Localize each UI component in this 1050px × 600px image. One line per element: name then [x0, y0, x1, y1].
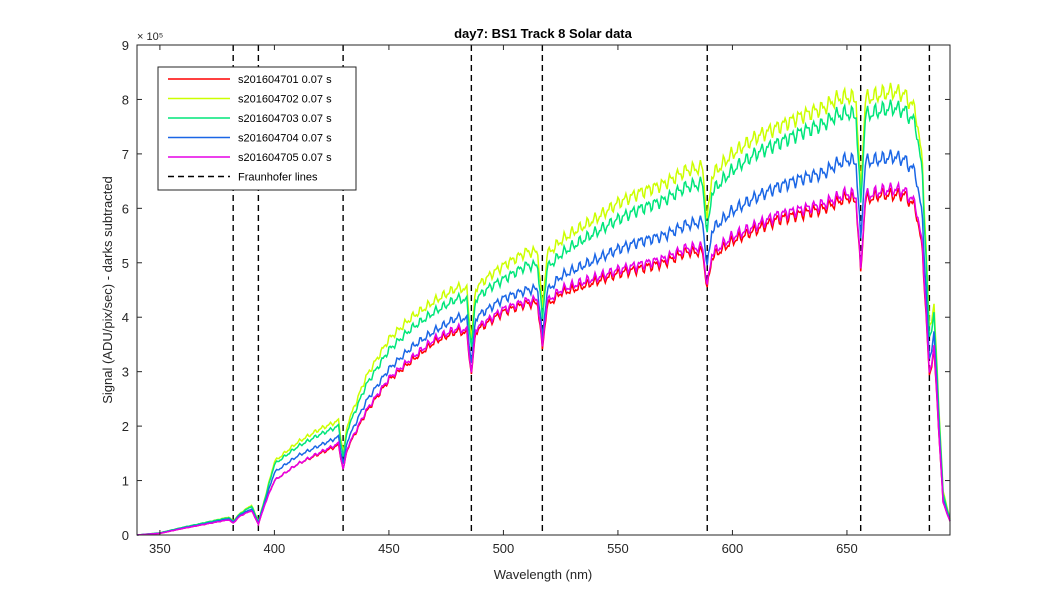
y-tick-label-8: 8	[122, 92, 129, 107]
y-tick-label-7: 7	[122, 147, 129, 162]
y-tick-label-0: 0	[122, 528, 129, 543]
legend-label-0: s201604701 0.07 s	[238, 74, 332, 86]
x-tick-label-5: 600	[722, 541, 744, 556]
legend-label-1: s201604702 0.07 s	[238, 94, 332, 106]
y-tick-label-5: 5	[122, 256, 129, 271]
x-tick-label-3: 500	[493, 541, 515, 556]
series-line-2	[136, 99, 951, 536]
y-tick-label-9: 9	[122, 38, 129, 53]
x-tick-label-6: 650	[836, 541, 858, 556]
series-line-4	[136, 180, 951, 536]
x-tick-label-1: 400	[264, 541, 286, 556]
y-multiplier-label: × 10⁵	[137, 31, 163, 43]
y-tick-label-3: 3	[122, 365, 129, 380]
x-tick-label-2: 450	[378, 541, 400, 556]
legend-label-5: Fraunhofer lines	[238, 172, 318, 184]
legend-label-3: s201604704 0.07 s	[238, 133, 332, 145]
legend-label-2: s201604703 0.07 s	[238, 113, 332, 125]
x-tick-label-4: 550	[607, 541, 629, 556]
y-tick-label-2: 2	[122, 419, 129, 434]
chart-title: day7: BS1 Track 8 Solar data	[454, 26, 633, 41]
y-axis-label: Signal (ADU/pix/sec) - darks subtracted	[100, 176, 115, 404]
y-tick-label-4: 4	[122, 310, 129, 325]
series-lines	[136, 82, 951, 536]
legend-label-4: s201604705 0.07 s	[238, 152, 332, 164]
y-tick-label-6: 6	[122, 201, 129, 216]
plot-frame	[136, 44, 951, 536]
y-tick-label-1: 1	[122, 474, 129, 489]
x-tick-label-0: 350	[149, 541, 171, 556]
series-line-3	[136, 149, 951, 536]
legend-box	[157, 66, 357, 191]
axes: 350 400 450 500 550 600 650 0 1 2 3 4 5 6 7 8 9	[122, 38, 951, 556]
x-axis-label: Wavelength (nm)	[494, 567, 593, 582]
legend: s201604701 0.07 s s201604702 0.07 s s20160…	[157, 66, 357, 191]
